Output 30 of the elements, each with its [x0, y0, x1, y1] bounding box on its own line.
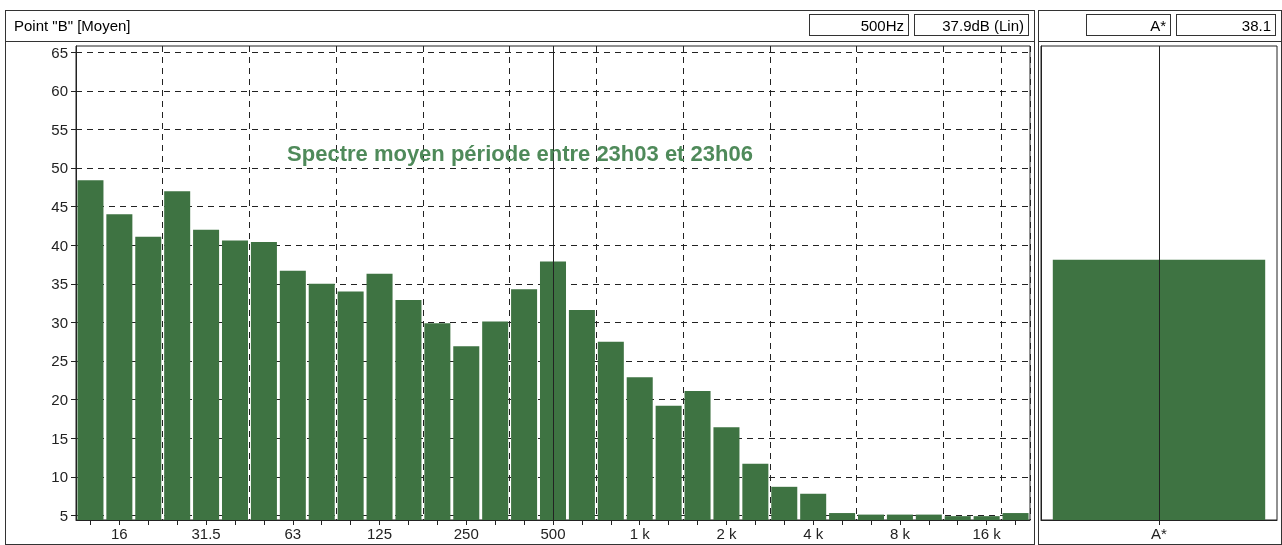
text: 38.1: [1176, 14, 1276, 36]
x-tick-label: 250: [453, 525, 479, 542]
text: 500Hz: [809, 14, 909, 36]
x-tick-label: 16 k: [972, 525, 1002, 542]
text: A*: [1086, 14, 1171, 36]
chart-title: Point "B" [Moyen]: [14, 17, 131, 34]
y-tick-label: 55: [51, 120, 68, 138]
y-tick-label: 25: [51, 352, 68, 370]
y-tick-label: 5: [59, 506, 68, 524]
x-tick-label: 4 k: [803, 525, 824, 542]
y-tick-label: 60: [51, 82, 68, 100]
y-tick-label: 45: [51, 198, 68, 216]
y-tick-label: 50: [51, 159, 68, 177]
x-tick-label: 31.5: [191, 525, 221, 542]
x-tick-label: A*: [1151, 525, 1168, 542]
y-tick-label: 15: [51, 429, 68, 447]
y-tick-label: 40: [51, 236, 68, 254]
x-tick-label: 63: [284, 525, 302, 542]
x-tick-label: 125: [367, 525, 393, 542]
x-tick-label: 2 k: [716, 525, 737, 542]
text: 37.9dB (Lin): [914, 14, 1029, 36]
y-tick-label: 30: [51, 313, 68, 331]
x-tick-label: 1 k: [629, 525, 651, 542]
x-tick-label: 16: [111, 525, 128, 542]
x-tick-label: 8 k: [889, 525, 911, 542]
y-tick-label: 10: [51, 468, 68, 486]
x-tick-label: 500: [540, 525, 566, 542]
y-tick-label: 20: [51, 391, 68, 409]
y-tick-label: 35: [51, 275, 68, 293]
y-tick-label: 65: [51, 43, 68, 61]
